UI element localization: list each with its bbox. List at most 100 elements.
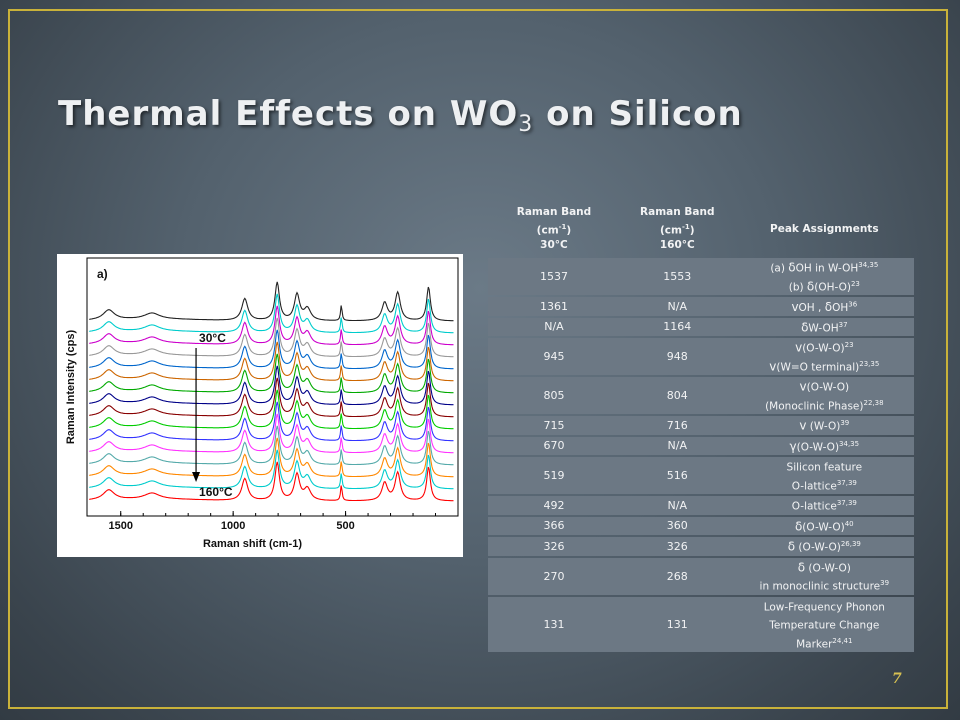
assignment-line: v(W=O terminal)23,35 xyxy=(737,357,912,376)
spectrum-line xyxy=(89,317,454,358)
assignment-text: Marker xyxy=(796,638,833,650)
assignment-text: (OH-O) xyxy=(814,281,851,293)
x-axis-label: Raman shift (cm-1) xyxy=(203,538,302,550)
assignment-ref: 22,38 xyxy=(863,398,884,407)
assignment-text: (O-W-O) xyxy=(806,381,850,394)
slide-title: Thermal Effects on WO3 on Silicon xyxy=(58,94,743,137)
spectrum-line xyxy=(89,293,454,334)
assignment-text: (Monoclinic Phase) xyxy=(765,400,864,412)
label-160c: 160°C xyxy=(199,485,233,499)
header-peak-assignments: Peak Assignments xyxy=(770,222,879,235)
assignment-text: Temperature Change xyxy=(769,619,880,632)
cell-band-160c: 948 xyxy=(619,338,735,375)
cell-band-160c: 516 xyxy=(619,457,735,494)
cell-band-160c: 131 xyxy=(619,596,735,652)
cell-peak-assignment: δ (O-W-O) in monoclinic structure39 xyxy=(734,557,914,595)
spectrum-line xyxy=(89,449,454,490)
spectrum-line xyxy=(89,341,454,382)
assignment-symbol: v xyxy=(769,359,777,373)
assignment-line: (Monoclinic Phase)22,38 xyxy=(737,396,912,415)
assignment-text: (O-W-O) xyxy=(795,541,841,554)
assignment-text: in monoclinic structure xyxy=(759,580,881,593)
assignment-ref: 37,39 xyxy=(836,499,857,507)
spectrum-line xyxy=(89,425,454,466)
cell-band-30c: 492 xyxy=(488,496,620,515)
spectrum-line xyxy=(89,377,454,418)
assignment-text: OH , xyxy=(798,301,825,314)
cell-band-30c: 270 xyxy=(488,557,620,595)
panel-label: a) xyxy=(97,267,108,281)
cell-band-30c: N/A xyxy=(488,317,620,336)
assignment-ref: 23 xyxy=(850,279,860,288)
assignment-symbol: δ xyxy=(797,560,806,574)
cell-band-160c: 268 xyxy=(619,557,735,595)
temperature-arrowhead xyxy=(192,472,201,482)
assignment-line: δ (O-W-O) xyxy=(737,558,912,577)
assignment-line: δ(O-W-O)40 xyxy=(737,517,912,536)
cell-band-160c: 360 xyxy=(619,516,735,535)
cell-peak-assignment: γ(O-W-O)34,35 xyxy=(734,436,914,455)
cell-peak-assignment: (a) δOH in W-OH34,35 (b) δ(OH-O)23 xyxy=(734,258,914,295)
assignment-symbol: v xyxy=(799,379,807,394)
assignment-symbol: δ xyxy=(794,519,803,533)
cell-band-30c: 519 xyxy=(488,457,620,494)
cell-band-160c: 1164 xyxy=(619,317,735,336)
assignment-text: Silicon feature xyxy=(786,461,863,474)
assignment-symbol: δ xyxy=(801,320,809,334)
cell-peak-assignment: v(O-W-O)23 v(W=O terminal)23,35 xyxy=(734,338,914,376)
x-tick-label: 1500 xyxy=(108,520,132,532)
assignment-ref: 37 xyxy=(838,320,848,329)
raman-spectrum-chart: 1500 1000 500 Raman shift (cm-1) Raman Inten… xyxy=(57,254,463,557)
header-raman-band-30c: Raman Band (cm-1) 30°C xyxy=(516,205,592,252)
spectrum-line xyxy=(89,413,454,454)
assignment-text: OH in W-OH xyxy=(795,262,859,275)
cell-band-30c: 1361 xyxy=(488,297,620,316)
table-row: 492 N/A O-lattice37,39 xyxy=(488,496,914,515)
table-row: 270 268 δ (O-W-O) in monoclinic structure39 xyxy=(488,557,914,595)
assignment-text: (O-W-O) xyxy=(796,441,840,453)
assignment-text: O-lattice xyxy=(791,500,837,513)
cell-band-30c: 1537 xyxy=(488,258,620,295)
assignment-line: O-lattice37,39 xyxy=(737,476,912,495)
assignment-line: (a) δOH in W-OH34,35 xyxy=(737,258,912,277)
cell-band-30c: 805 xyxy=(488,377,620,414)
spectrum-line xyxy=(89,281,454,322)
assignment-text: (O-W-O) xyxy=(802,521,845,533)
table-row: 670 N/A γ(O-W-O)34,35 xyxy=(488,436,914,455)
assignment-ref: 39 xyxy=(840,419,850,427)
assignment-text: (O-W-O) xyxy=(805,562,851,574)
cell-peak-assignment: Low-Frequency Phonon Temperature Change Ma… xyxy=(734,596,914,652)
x-tick-label: 500 xyxy=(336,520,354,532)
spectrum-line xyxy=(89,353,454,394)
header-raman-band-160c: Raman Band (cm-1) 160°C xyxy=(640,205,715,252)
assignment-line: δOH36 xyxy=(824,299,857,314)
assignment-ref: 34,35 xyxy=(858,261,879,269)
assignment-text: Low-Frequency Phonon xyxy=(763,601,885,613)
assignment-line: v (W-O)39 xyxy=(737,416,912,435)
cell-band-160c: N/A xyxy=(619,496,735,515)
assignment-ref: 39 xyxy=(880,579,890,587)
spectrum-line xyxy=(89,329,454,370)
table-row: 131 131 Low-Frequency Phonon Temperature Ch… xyxy=(488,596,914,652)
cell-peak-assignment: δ (O-W-O)26,39 xyxy=(734,537,914,556)
assignment-symbol: δ xyxy=(824,299,833,314)
table-row: 326 326 δ (O-W-O)26,39 xyxy=(488,537,914,556)
spectrum-line xyxy=(89,305,454,346)
cell-band-160c: 716 xyxy=(619,416,735,435)
assignment-line: δW-OH37 xyxy=(737,318,912,337)
cell-band-30c: 945 xyxy=(488,338,620,375)
table-row: 945 948 v(O-W-O)23 v(W=O terminal)23,35 xyxy=(488,338,914,375)
table-row: 519 516 Silicon feature O-lattice37,39 xyxy=(488,457,914,494)
spectrum-line xyxy=(89,461,454,502)
table-body: 1537 1553 (a) δOH in W-OH34,35 (b) δ(OH-O)2… xyxy=(488,258,914,652)
assignment-line: v(O-W-O) xyxy=(737,377,912,396)
cell-band-160c: 326 xyxy=(619,537,735,556)
assignment-symbol: γ xyxy=(789,439,797,453)
assignment-symbol: v xyxy=(791,299,799,314)
spectrum-line xyxy=(89,401,454,442)
cell-band-160c: 1553 xyxy=(619,258,735,295)
assignment-text: (W=O terminal) xyxy=(776,361,860,373)
cell-band-160c: 804 xyxy=(619,377,735,414)
cell-band-30c: 326 xyxy=(488,537,620,556)
assignment-line: Silicon feature xyxy=(737,457,912,476)
